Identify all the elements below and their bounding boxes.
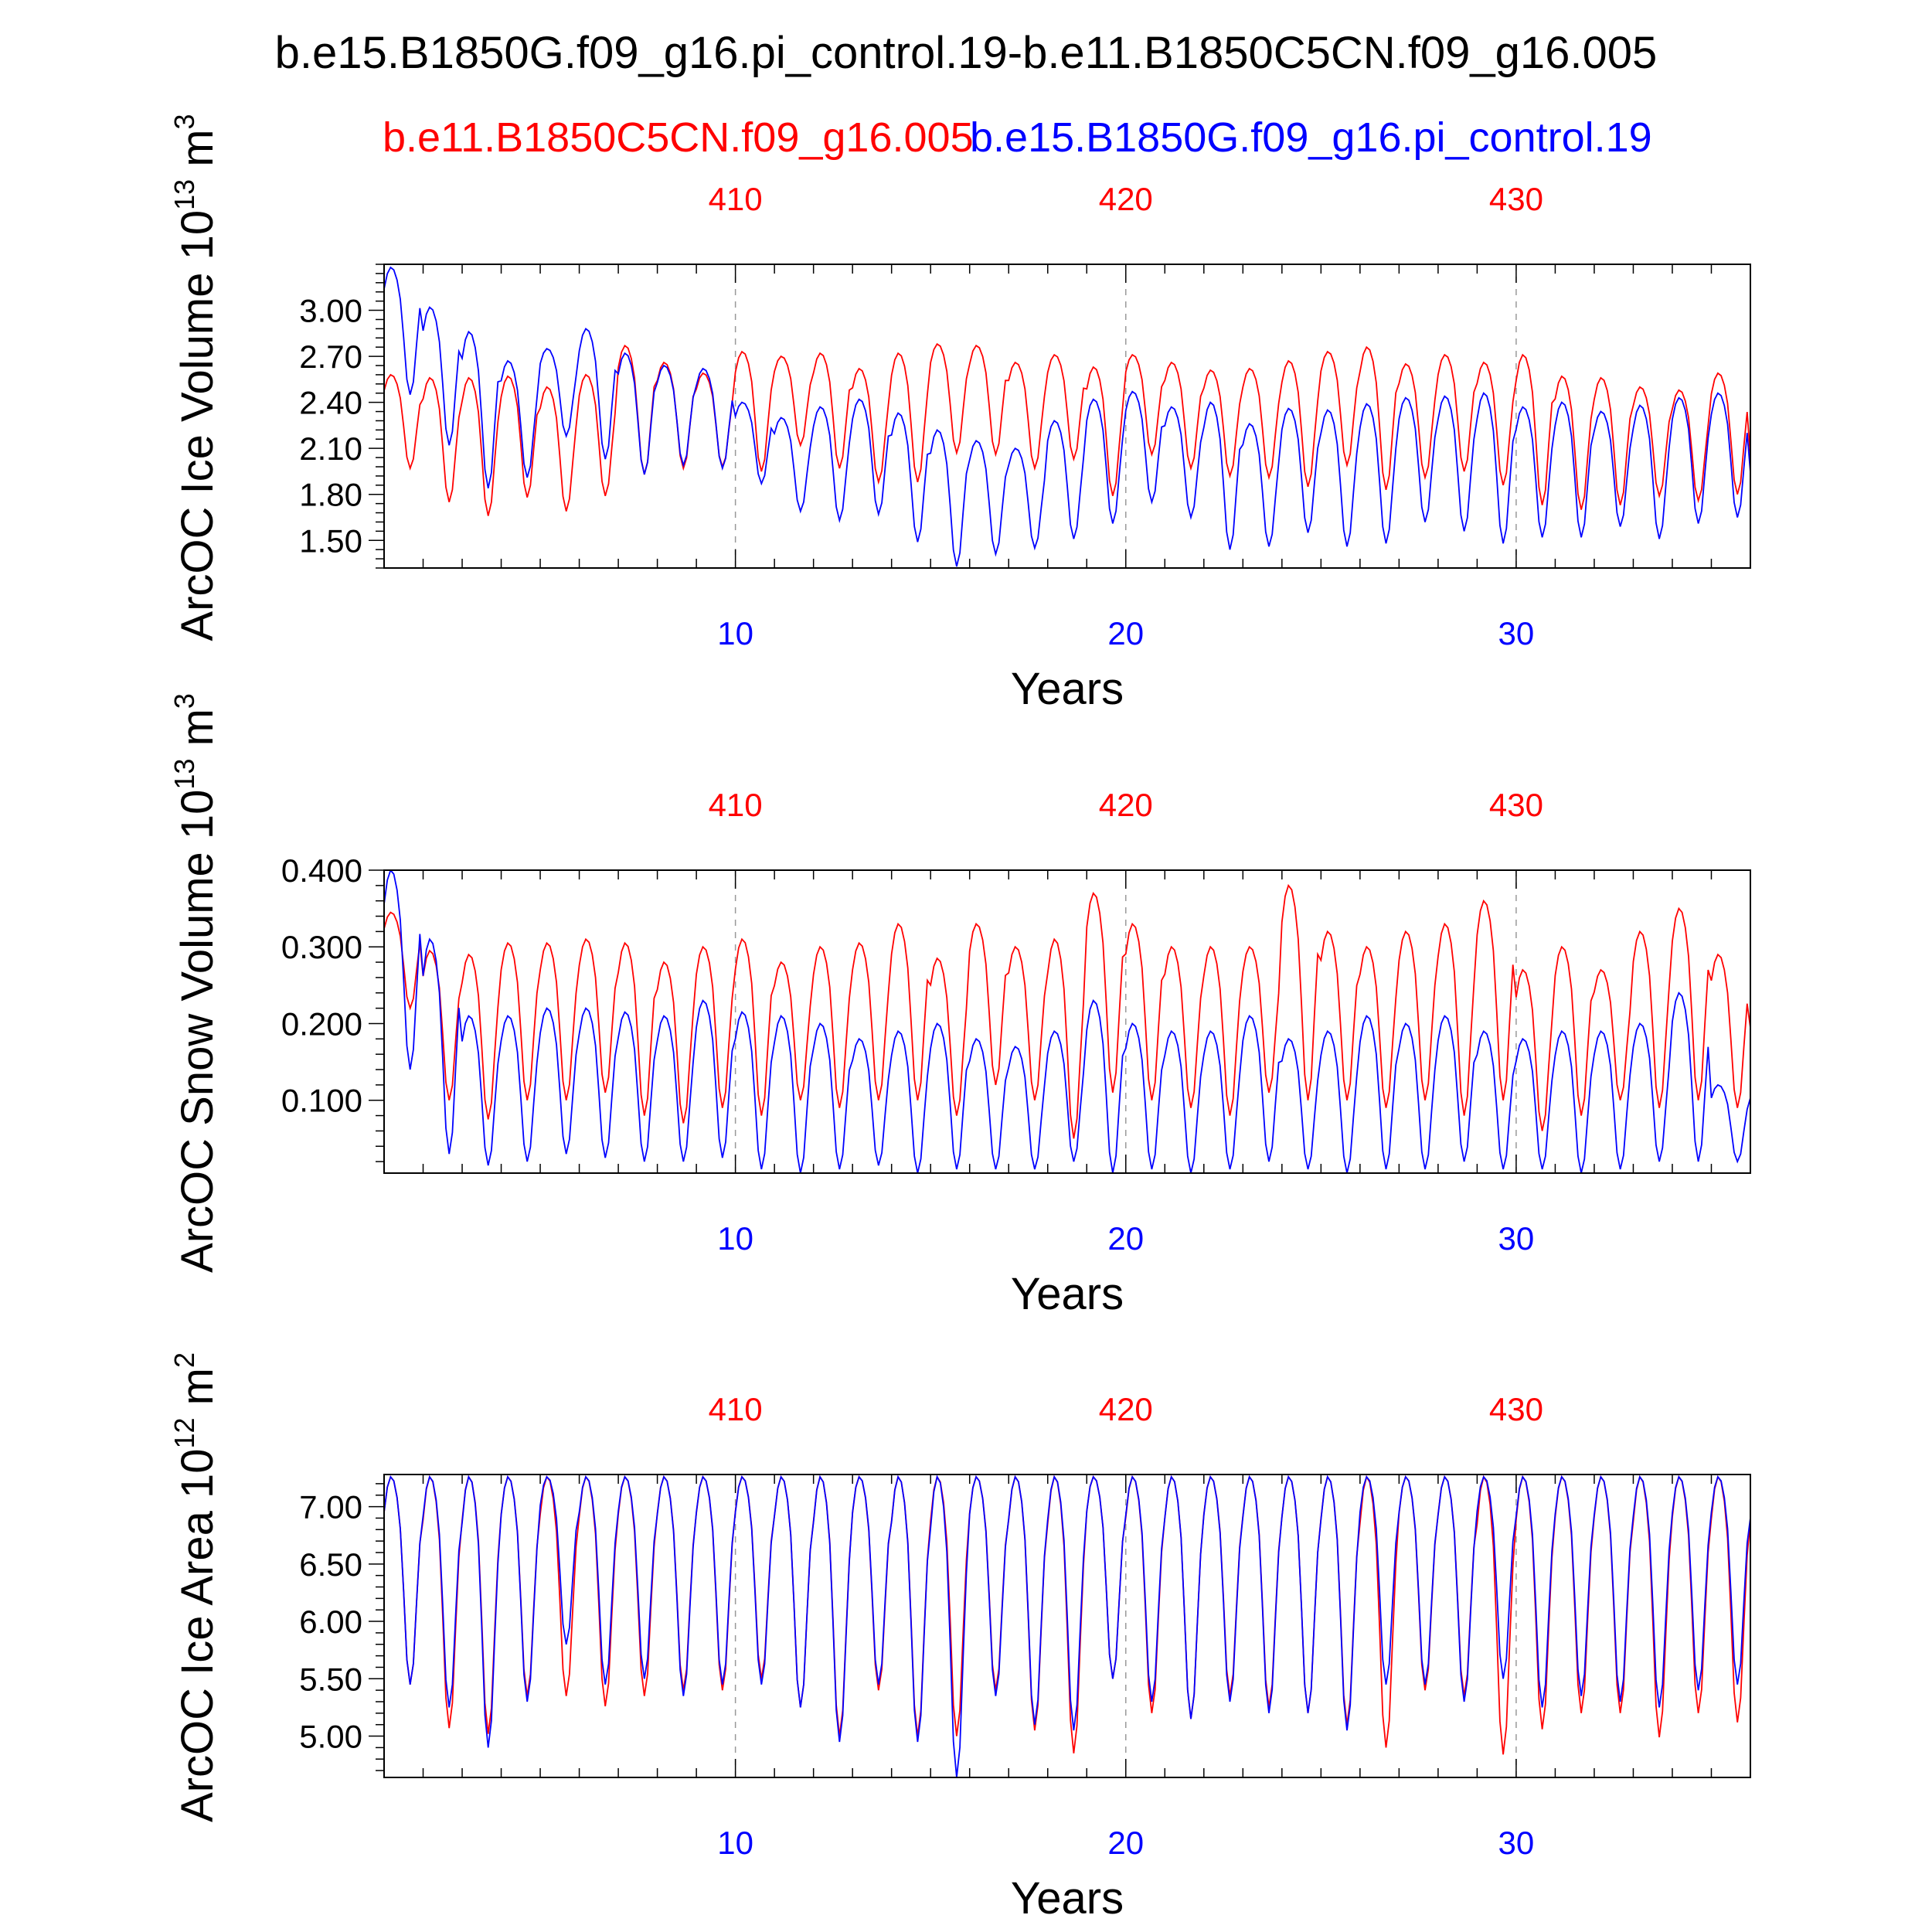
x-bottom-tick-label: 10 [717, 615, 753, 651]
y-axis-label: ArcOC Snow Volume 1013 m3 [168, 693, 223, 1273]
panel-2: 0.100 0.200 0.300 0.400 410 420 430 10 20 30 Years… [168, 693, 1751, 1319]
y-axis-label-text: ArcOC Ice Area 10 [172, 1448, 223, 1822]
chart-title: b.e15.B1850G.f09_g16.pi_control.19-b.e11… [275, 28, 1658, 78]
y-tick-label: 1.50 [299, 522, 362, 559]
series-line-red [384, 342, 1750, 516]
legend-blue-series: b.e15.B1850G.f09_g16.pi_control.19 [970, 114, 1652, 161]
x-bottom-tick-label: 20 [1107, 1825, 1144, 1861]
legend-red-series: b.e11.B1850C5CN.f09_g16.005 [383, 114, 974, 161]
series-line-blue [384, 870, 1750, 1173]
plot-frame [383, 1474, 1751, 1778]
x-top-tick-label: 420 [1099, 1391, 1153, 1427]
chart-panels: 1.50 1.80 2.10 2.40 2.70 3.00 410 420 430 10 20 30 Y… [168, 114, 1751, 1923]
y-axis-label-unit: m [172, 1368, 223, 1417]
y-tick-label: 0.300 [281, 929, 362, 965]
series-line-blue [384, 266, 1750, 567]
y-tick-label: 2.10 [299, 430, 362, 467]
y-axis-label-sup: 13 [168, 759, 200, 790]
y-tick-label: 0.100 [281, 1083, 362, 1119]
y-axis-label-sup: 3 [168, 693, 200, 709]
x-top-tick-label: 410 [709, 1391, 763, 1427]
y-axis-label-text: ArcOC Ice Volume 10 [172, 210, 223, 641]
x-top-tick-label: 430 [1489, 787, 1543, 823]
x-bottom-tick-label: 20 [1107, 615, 1144, 651]
y-axis-label-sup: 12 [168, 1417, 200, 1448]
y-tick-label: 6.00 [299, 1604, 362, 1640]
plot-frame [383, 264, 1751, 569]
y-tick-label: 5.00 [299, 1719, 362, 1755]
y-tick-label: 1.80 [299, 477, 362, 513]
x-top-tick-label: 420 [1099, 181, 1153, 217]
x-bottom-tick-label: 20 [1107, 1220, 1144, 1257]
y-axis-label-sup: 3 [168, 114, 200, 129]
y-tick-label: 0.400 [281, 852, 362, 889]
y-tick-label: 2.40 [299, 385, 362, 421]
y-tick-label: 3.00 [299, 293, 362, 329]
x-axis-label: Years [1011, 664, 1124, 714]
y-tick-label: 5.50 [299, 1661, 362, 1697]
y-axis-label-unit: m [172, 129, 223, 179]
x-top-tick-label: 430 [1489, 181, 1543, 217]
x-bottom-tick-label: 10 [717, 1220, 753, 1257]
y-axis-label-text: ArcOC Snow Volume 10 [172, 790, 223, 1273]
y-axis-label: ArcOC Ice Volume 1013 m3 [168, 114, 223, 641]
x-top-tick-label: 430 [1489, 1391, 1543, 1427]
x-bottom-tick-label: 10 [717, 1825, 753, 1861]
x-top-tick-label: 410 [709, 787, 763, 823]
plot-frame [383, 869, 1751, 1174]
panel-3: 5.00 5.50 6.00 6.50 7.00 410 420 430 10 20 30 Years… [168, 1352, 1751, 1923]
x-axis-label: Years [1011, 1269, 1124, 1319]
x-top-tick-label: 420 [1099, 787, 1153, 823]
y-tick-label: 0.200 [281, 1005, 362, 1042]
x-bottom-tick-label: 30 [1498, 615, 1535, 651]
y-axis-label-sup: 13 [168, 179, 200, 210]
panel-1: 1.50 1.80 2.10 2.40 2.70 3.00 410 420 430 10 20 30 Y… [168, 114, 1751, 714]
y-axis-label-sup: 2 [168, 1352, 200, 1368]
x-axis-label: Years [1011, 1873, 1124, 1923]
x-bottom-tick-label: 30 [1498, 1825, 1535, 1861]
y-tick-label: 6.50 [299, 1546, 362, 1583]
x-top-tick-label: 410 [709, 181, 763, 217]
series-line-blue [384, 1475, 1750, 1777]
y-axis-label: ArcOC Ice Area 1012 m2 [168, 1352, 223, 1822]
x-bottom-tick-label: 30 [1498, 1220, 1535, 1257]
y-tick-label: 2.70 [299, 338, 362, 375]
y-axis-label-unit: m [172, 709, 223, 758]
y-tick-label: 7.00 [299, 1489, 362, 1526]
series-line-red [384, 883, 1750, 1139]
